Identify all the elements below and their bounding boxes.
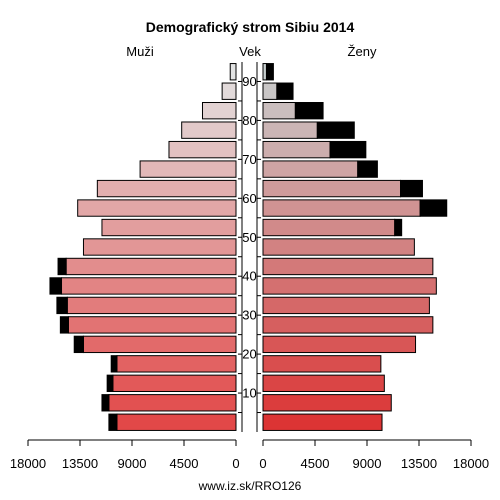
female-excess-bar-85-89 (276, 82, 294, 100)
axes: 18000 13500 9000 4500 0 0 4500 9000 13500 18000 10… (10, 62, 489, 471)
male-x-tick-label: 18000 (10, 456, 46, 471)
male-bar-0-4 (116, 413, 237, 431)
male-bar-90+ (229, 63, 237, 81)
female-excess-bar-70-74 (329, 140, 367, 159)
males-label: Muži (126, 44, 154, 59)
male-bar-35-39 (61, 277, 237, 295)
male-bar-50-54 (101, 218, 237, 237)
age-tick-label: 70 (242, 152, 256, 167)
females-label: Ženy (348, 44, 377, 59)
male-excess-bar-25-29 (59, 316, 69, 334)
male-bar-60-64 (96, 179, 237, 198)
female-excess-bar-50-54 (394, 218, 403, 237)
age-tick-label: 20 (242, 347, 256, 362)
age-tick-label: 10 (242, 386, 256, 401)
male-excess-bar-35-39 (49, 277, 63, 295)
female-bar-75-79 (262, 121, 318, 139)
female-bar-25-29 (262, 316, 434, 334)
female-bar-80-84 (262, 102, 296, 120)
female-bar-10-14 (262, 374, 385, 392)
female-bar-65-69 (262, 160, 359, 178)
age-tick-label: 50 (242, 230, 256, 245)
female-x-tick-label: 18000 (453, 456, 489, 471)
male-bar-5-9 (108, 394, 237, 412)
female-bar-5-9 (262, 394, 392, 412)
female-excess-bar-60-64 (400, 179, 423, 198)
male-bar-55-59 (77, 199, 237, 217)
male-bar-10-14 (112, 374, 237, 392)
female-bar-85-89 (262, 82, 278, 100)
male-bar-80-84 (201, 102, 237, 120)
female-excess-bar-75-79 (316, 121, 355, 139)
male-bar-40-44 (65, 257, 237, 276)
male-bar-15-19 (116, 355, 237, 373)
female-bar-70-74 (262, 140, 331, 159)
male-bar-70-74 (168, 140, 237, 159)
footer-source: www.iz.sk/RRO126 (198, 479, 302, 493)
female-bar-55-59 (262, 199, 421, 217)
female-bar-20-24 (262, 335, 417, 354)
male-bar-25-29 (67, 316, 237, 334)
male-x-tick-label: 0 (232, 456, 239, 471)
female-bar-35-39 (262, 277, 437, 295)
male-x-tick-label: 13500 (62, 456, 98, 471)
chart-title: Demografický strom Sibiu 2014 (146, 19, 355, 35)
male-bar-45-49 (82, 238, 237, 256)
male-bars (49, 63, 237, 431)
age-label: Vek (239, 44, 261, 59)
age-tick-label: 30 (242, 308, 256, 323)
female-bars (262, 63, 448, 431)
male-excess-bar-10-14 (106, 374, 114, 392)
age-tick-label: 80 (242, 113, 256, 128)
age-tick-label: 90 (242, 74, 256, 89)
female-bar-60-64 (262, 179, 402, 198)
female-excess-bar-90+ (265, 63, 274, 81)
male-excess-bar-0-4 (108, 413, 118, 431)
male-bar-20-24 (82, 335, 237, 354)
female-x-tick-label: 4500 (301, 456, 330, 471)
male-bar-65-69 (139, 160, 237, 178)
female-bar-50-54 (262, 218, 396, 237)
female-x-tick-label: 0 (259, 456, 266, 471)
male-x-tick-label: 9000 (118, 456, 147, 471)
male-excess-bar-15-19 (110, 355, 118, 373)
female-bar-40-44 (262, 257, 434, 276)
female-bar-30-34 (262, 296, 430, 315)
male-x-tick-label: 4500 (170, 456, 199, 471)
female-excess-bar-55-59 (419, 199, 448, 217)
female-x-tick-label: 9000 (353, 456, 382, 471)
male-excess-bar-20-24 (73, 335, 84, 354)
age-tick-label: 40 (242, 269, 256, 284)
male-excess-bar-30-34 (56, 296, 68, 315)
female-excess-bar-80-84 (294, 102, 324, 120)
female-bar-0-4 (262, 413, 383, 431)
male-bar-30-34 (66, 296, 237, 315)
male-bar-85-89 (221, 82, 237, 100)
female-bar-45-49 (262, 238, 415, 256)
male-excess-bar-5-9 (101, 394, 110, 412)
male-bar-75-79 (181, 121, 237, 139)
age-tick-label: 60 (242, 191, 256, 206)
female-bar-90+ (262, 63, 267, 81)
female-x-tick-label: 13500 (401, 456, 437, 471)
female-bar-15-19 (262, 355, 382, 373)
male-excess-bar-40-44 (57, 257, 67, 276)
female-excess-bar-65-69 (357, 160, 378, 178)
